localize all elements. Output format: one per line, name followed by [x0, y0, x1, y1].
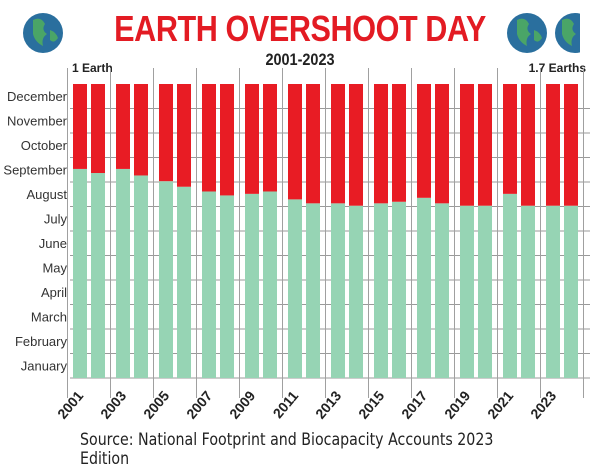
- bar-before-overshoot-2003: [116, 168, 130, 378]
- y-tick-label: October: [21, 138, 68, 153]
- bar-after-overshoot-2018: [435, 84, 449, 204]
- bar-after-overshoot-2004: [134, 84, 148, 176]
- bar-before-overshoot-2013: [331, 203, 345, 378]
- bar-after-overshoot-2021: [503, 84, 517, 194]
- y-tick-label: November: [7, 113, 68, 128]
- x-tick-label: 2019: [441, 387, 473, 421]
- y-tick-label: February: [15, 334, 68, 349]
- bar-before-overshoot-2014: [349, 205, 363, 378]
- bar-after-overshoot-2023: [546, 84, 560, 206]
- bar-before-overshoot-2005: [159, 181, 173, 378]
- bar-before-overshoot-2010: [263, 191, 277, 378]
- bar-after-overshoot-2019: [460, 84, 474, 206]
- bar-after-overshoot-2003: [116, 84, 130, 169]
- bar-after-overshoot-2020: [478, 84, 492, 206]
- x-tick-label: 2011: [270, 387, 302, 421]
- y-tick-label: June: [39, 236, 67, 251]
- one-earth-label: 1 Earth: [72, 61, 113, 75]
- bar-before-overshoot-2019: [460, 205, 474, 378]
- earths-label: 1.7 Earths: [528, 61, 586, 75]
- bar-before-overshoot-2004: [134, 175, 148, 378]
- y-tick-label: August: [27, 187, 68, 202]
- bar-after-overshoot-2022: [521, 84, 535, 206]
- x-tick-label: 2009: [226, 387, 258, 421]
- bar-before-overshoot-2024: [564, 205, 578, 378]
- bar-after-overshoot-2012: [306, 84, 320, 204]
- bar-after-overshoot-2010: [263, 84, 277, 192]
- x-tick-label: 2017: [398, 387, 430, 421]
- bar-after-overshoot-2017: [417, 84, 431, 198]
- x-tick-label: 2013: [312, 387, 344, 421]
- globe-icon: [23, 13, 63, 53]
- bar-before-overshoot-2023: [546, 205, 560, 378]
- bar-before-overshoot-2008: [220, 195, 234, 378]
- bar-before-overshoot-2011: [288, 199, 302, 378]
- y-tick-label: December: [7, 89, 68, 104]
- bar-after-overshoot-2014: [349, 84, 363, 206]
- bar-before-overshoot-2006: [177, 186, 191, 378]
- y-tick-label: July: [44, 211, 68, 226]
- bar-after-overshoot-2013: [331, 84, 345, 204]
- bar-after-overshoot-2024: [564, 84, 578, 206]
- chart-subtitle: 2001-2023: [265, 50, 335, 69]
- bar-after-overshoot-2009: [245, 84, 259, 194]
- y-tick-label: May: [42, 260, 67, 275]
- bar-before-overshoot-2017: [417, 197, 431, 378]
- bar-before-overshoot-2001: [73, 168, 87, 378]
- bar-before-overshoot-2022: [521, 205, 535, 378]
- bar-after-overshoot-2015: [374, 84, 388, 204]
- bar-after-overshoot-2007: [202, 84, 216, 192]
- x-tick-label: 2005: [140, 387, 172, 421]
- bar-before-overshoot-2002: [91, 173, 105, 378]
- y-tick-label: September: [3, 162, 67, 177]
- x-tick-label: 2021: [484, 387, 516, 421]
- y-tick-label: January: [21, 358, 68, 373]
- globe-icon: [507, 13, 547, 53]
- partial-globe-icon: [555, 13, 580, 53]
- bar-before-overshoot-2009: [245, 193, 259, 378]
- bar-after-overshoot-2002: [91, 84, 105, 174]
- chart-title: EARTH OVERSHOOT DAY: [114, 8, 486, 49]
- bar-before-overshoot-2021: [503, 193, 517, 378]
- bar-before-overshoot-2015: [374, 203, 388, 378]
- bar-after-overshoot-2001: [73, 84, 87, 169]
- x-tick-label: 2007: [183, 387, 215, 421]
- bar-before-overshoot-2016: [392, 201, 406, 378]
- y-tick-label: April: [41, 285, 67, 300]
- bar-after-overshoot-2005: [159, 84, 173, 182]
- bar-after-overshoot-2011: [288, 84, 302, 200]
- bar-before-overshoot-2018: [435, 203, 449, 378]
- bar-after-overshoot-2008: [220, 84, 234, 196]
- bar-after-overshoot-2016: [392, 84, 406, 202]
- bar-before-overshoot-2007: [202, 191, 216, 378]
- bar-after-overshoot-2006: [177, 84, 191, 187]
- x-tick-label: 2003: [97, 387, 129, 421]
- bar-before-overshoot-2012: [306, 203, 320, 378]
- x-tick-label: 2001: [54, 387, 86, 421]
- y-tick-label: March: [31, 309, 67, 324]
- x-tick-label: 2023: [527, 387, 559, 421]
- x-tick-label: 2015: [355, 387, 387, 421]
- bar-before-overshoot-2020: [478, 205, 492, 378]
